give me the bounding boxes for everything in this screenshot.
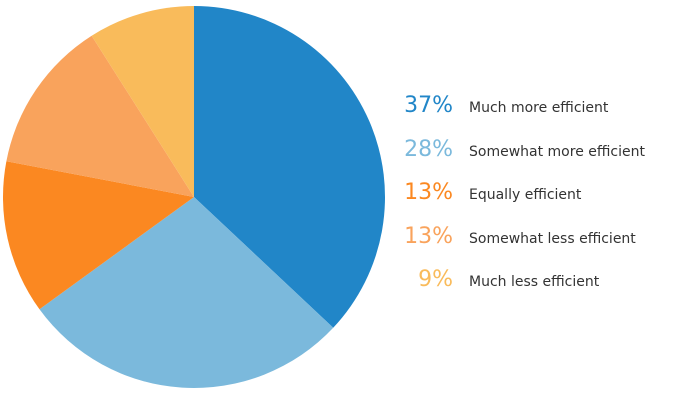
legend-item: 37% Much more efficient (403, 85, 645, 129)
pie-slice (2, 161, 195, 310)
legend-percent: 28% (404, 136, 453, 162)
pie-slice (91, 6, 194, 197)
legend-label: Somewhat less efficient (469, 230, 636, 247)
legend-item: 13% Equally efficient (403, 172, 645, 216)
legend: 37% Much more efficient 28% Somewhat more … (403, 85, 645, 303)
legend-item: 28% Somewhat more efficient (403, 129, 645, 173)
legend-label: Somewhat more efficient (469, 143, 645, 160)
pie-slice (194, 6, 385, 328)
legend-label: Much less efficient (469, 274, 600, 290)
legend-percent: 9% (418, 267, 453, 292)
legend-item: 13% Somewhat less efficient (403, 216, 645, 260)
legend-percent: 37% (404, 93, 453, 118)
legend-item: 9% Much less efficient (403, 259, 645, 303)
legend-label: Much more efficient (469, 100, 609, 116)
pie-slice (6, 35, 194, 198)
legend-label: Equally efficient (469, 187, 582, 203)
legend-percent: 13% (404, 223, 453, 249)
legend-percent: 13% (404, 180, 453, 205)
pie-slice (39, 197, 334, 388)
